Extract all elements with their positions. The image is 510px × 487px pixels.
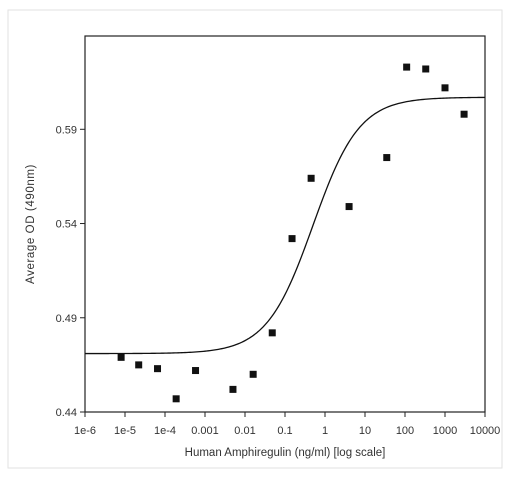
data-point [192, 367, 200, 375]
x-tick-label: 1e-5 [114, 425, 136, 437]
data-point [441, 84, 449, 92]
data-point [403, 63, 411, 71]
data-point [422, 65, 430, 73]
data-point [345, 203, 353, 211]
data-points [117, 63, 468, 403]
outer-border [7, 9, 503, 469]
y-axis: 0.44 0.49 0.54 0.59 [56, 124, 85, 419]
y-tick-label: 0.44 [56, 407, 77, 419]
x-tick-label: 0.1 [277, 425, 292, 437]
data-point [307, 174, 315, 182]
fitted-curve [85, 96, 486, 355]
data-point [268, 329, 276, 337]
data-point [172, 395, 180, 403]
data-point [117, 353, 125, 361]
x-tick-label: 0.001 [191, 425, 219, 437]
x-axis-label: Human Amphiregulin (ng/ml) [log scale] [185, 447, 386, 459]
data-point [249, 370, 257, 378]
x-tick-label: 1e-4 [154, 425, 176, 437]
data-point [135, 361, 143, 369]
x-axis: 1e-6 1e-5 1e-4 0.001 0.01 0.1 1 10 100 1000 10000 [74, 412, 500, 437]
data-point [460, 110, 468, 118]
y-axis-label: Average OD (490nm) [25, 164, 37, 284]
data-point [154, 365, 162, 373]
x-tick-label: 10 [359, 425, 371, 437]
x-tick-label: 100 [396, 425, 414, 437]
data-point [383, 154, 391, 162]
x-tick-label: 1000 [433, 425, 457, 437]
x-tick-label: 10000 [470, 425, 501, 437]
x-tick-label: 0.01 [234, 425, 255, 437]
data-point [229, 385, 237, 393]
y-tick-label: 0.49 [56, 313, 77, 325]
y-tick-label: 0.59 [56, 124, 77, 136]
x-tick-label: 1e-6 [74, 425, 96, 437]
x-tick-label: 1 [322, 425, 328, 437]
y-tick-label: 0.54 [56, 219, 77, 231]
data-point [288, 235, 296, 243]
